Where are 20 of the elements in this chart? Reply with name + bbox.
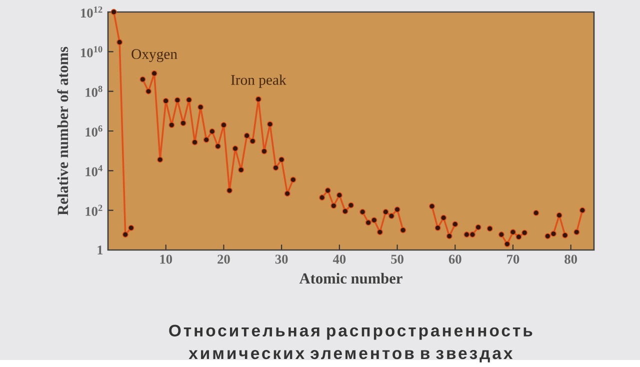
x-tick-label: 20	[218, 254, 230, 264]
annotation: Iron peak	[231, 74, 286, 88]
y-tick-label: 10$^{4}$	[86, 165, 102, 176]
x-tick-label: 70	[507, 254, 520, 264]
y-tick-label: 10$^{10}$	[81, 46, 102, 58]
x-tick-label: 60	[448, 254, 462, 264]
x-axis-title: Atomic number	[299, 272, 402, 284]
annotation: Oxygen	[132, 49, 178, 62]
y-tick-label: 1	[98, 246, 103, 254]
y-tick-label: 10$^{8}$	[86, 86, 102, 98]
y-axis-title: Relative number of atoms	[57, 46, 68, 216]
x-tick-label: 80	[564, 254, 577, 264]
y-tick-label: 10$^{2}$	[86, 204, 102, 216]
x-tick-label: 50	[391, 254, 404, 264]
y-tick-label: 10$^{6}$	[86, 126, 102, 137]
y-tick-label: 10$^{12}$	[81, 6, 102, 18]
x-tick-label: 10	[160, 254, 172, 264]
text: Относительная распространенность химических элементов в звездах	[169, 324, 532, 362]
x-tick-label: 40	[332, 254, 346, 264]
x-tick-label: 30	[275, 254, 288, 264]
